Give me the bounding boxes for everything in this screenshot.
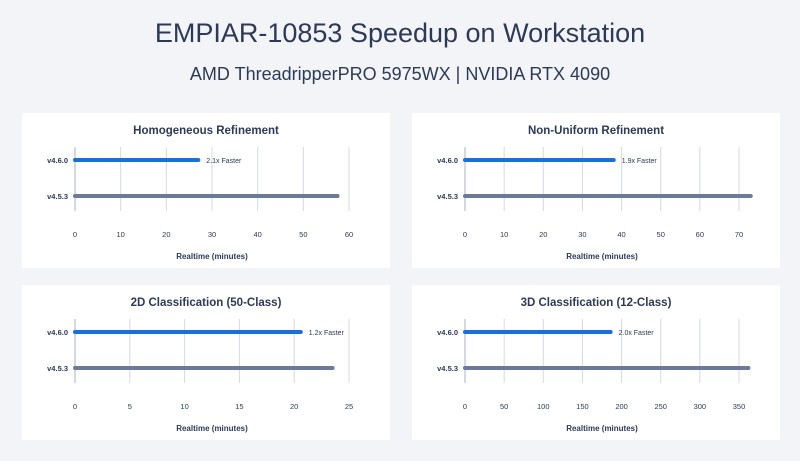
x-tick-label: 20	[539, 230, 547, 239]
x-tick-label: 50	[299, 230, 307, 239]
x-tick-label: 20	[162, 230, 170, 239]
x-tick-label: 200	[615, 402, 628, 411]
x-tick-label: 0	[73, 230, 77, 239]
category-label: v4.5.3	[437, 364, 458, 373]
speedup-annotation: 1.2x Faster	[309, 330, 345, 337]
x-tick-label: 100	[537, 402, 550, 411]
x-tick-label: 10	[500, 230, 508, 239]
chart-title: Non-Uniform Refinement	[528, 125, 664, 137]
x-tick-label: 150	[576, 402, 589, 411]
x-tick-label: 30	[578, 230, 586, 239]
category-label: v4.6.0	[437, 328, 458, 337]
chart-panel-3d-class: 3D Classification (12-Class) 0 50 100 150 200…	[412, 285, 780, 440]
chart-svg: Homogeneous Refinement 0 10 20 30 40 50 60 v4.6.…	[47, 125, 353, 261]
page-subtitle: AMD ThreadripperPRO 5975WX | NVIDIA RTX …	[189, 64, 611, 84]
x-tick-label: 300	[694, 402, 707, 411]
speedup-annotation: 2.1x Faster	[206, 158, 242, 165]
x-axis-label: Realtime (minutes)	[176, 252, 248, 261]
x-axis-label: Realtime (minutes)	[176, 424, 248, 433]
chart-svg: Non-Uniform Refinement 0 10 20 30 40 50 60 70 v4.…	[437, 125, 753, 261]
x-tick-label: 50	[500, 402, 508, 411]
category-label: v4.6.0	[437, 156, 458, 165]
x-tick-label: 0	[73, 402, 77, 411]
category-label: v4.6.0	[47, 156, 68, 165]
chart-title: 2D Classification (50-Class)	[131, 297, 282, 309]
speedup-annotation: 2.0x Faster	[619, 330, 655, 337]
x-axis-label: Realtime (minutes)	[566, 252, 638, 261]
chart-svg: 2D Classification (50-Class) 0 5 10 15 20 25 v4…	[47, 297, 353, 433]
x-tick-label: 15	[235, 402, 243, 411]
x-tick-label: 250	[654, 402, 667, 411]
x-tick-label: 70	[735, 230, 743, 239]
x-tick-label: 10	[180, 402, 188, 411]
x-tick-label: 10	[116, 230, 124, 239]
x-tick-label: 60	[696, 230, 704, 239]
x-tick-label: 30	[208, 230, 216, 239]
category-label: v4.5.3	[47, 192, 68, 201]
x-tick-label: 5	[128, 402, 132, 411]
chart-panel-non-uniform: Non-Uniform Refinement 0 10 20 30 40 50 60 70 v4.…	[412, 113, 780, 268]
x-axis-label: Realtime (minutes)	[566, 424, 638, 433]
chart-title: Homogeneous Refinement	[133, 125, 279, 137]
x-tick-label: 60	[345, 230, 353, 239]
x-tick-label: 50	[657, 230, 665, 239]
x-tick-label: 20	[290, 402, 298, 411]
x-tick-label: 0	[463, 230, 467, 239]
category-label: v4.5.3	[437, 192, 458, 201]
chart-title: 3D Classification (12-Class)	[521, 297, 672, 309]
chart-svg: 3D Classification (12-Class) 0 50 100 150 200…	[437, 297, 751, 433]
x-tick-label: 40	[617, 230, 625, 239]
x-tick-label: 40	[253, 230, 261, 239]
chart-panel-2d-class: 2D Classification (50-Class) 0 5 10 15 20 25 v4…	[22, 285, 390, 440]
page-title: EMPIAR-10853 Speedup on Workstation	[154, 18, 646, 48]
category-label: v4.6.0	[47, 328, 68, 337]
chart-panel-homogeneous: Homogeneous Refinement 0 10 20 30 40 50 60 v4.6.…	[22, 113, 390, 268]
category-label: v4.5.3	[47, 364, 68, 373]
x-tick-label: 0	[463, 402, 467, 411]
x-tick-label: 25	[345, 402, 353, 411]
speedup-annotation: 1.9x Faster	[622, 158, 658, 165]
x-tick-label: 350	[733, 402, 746, 411]
